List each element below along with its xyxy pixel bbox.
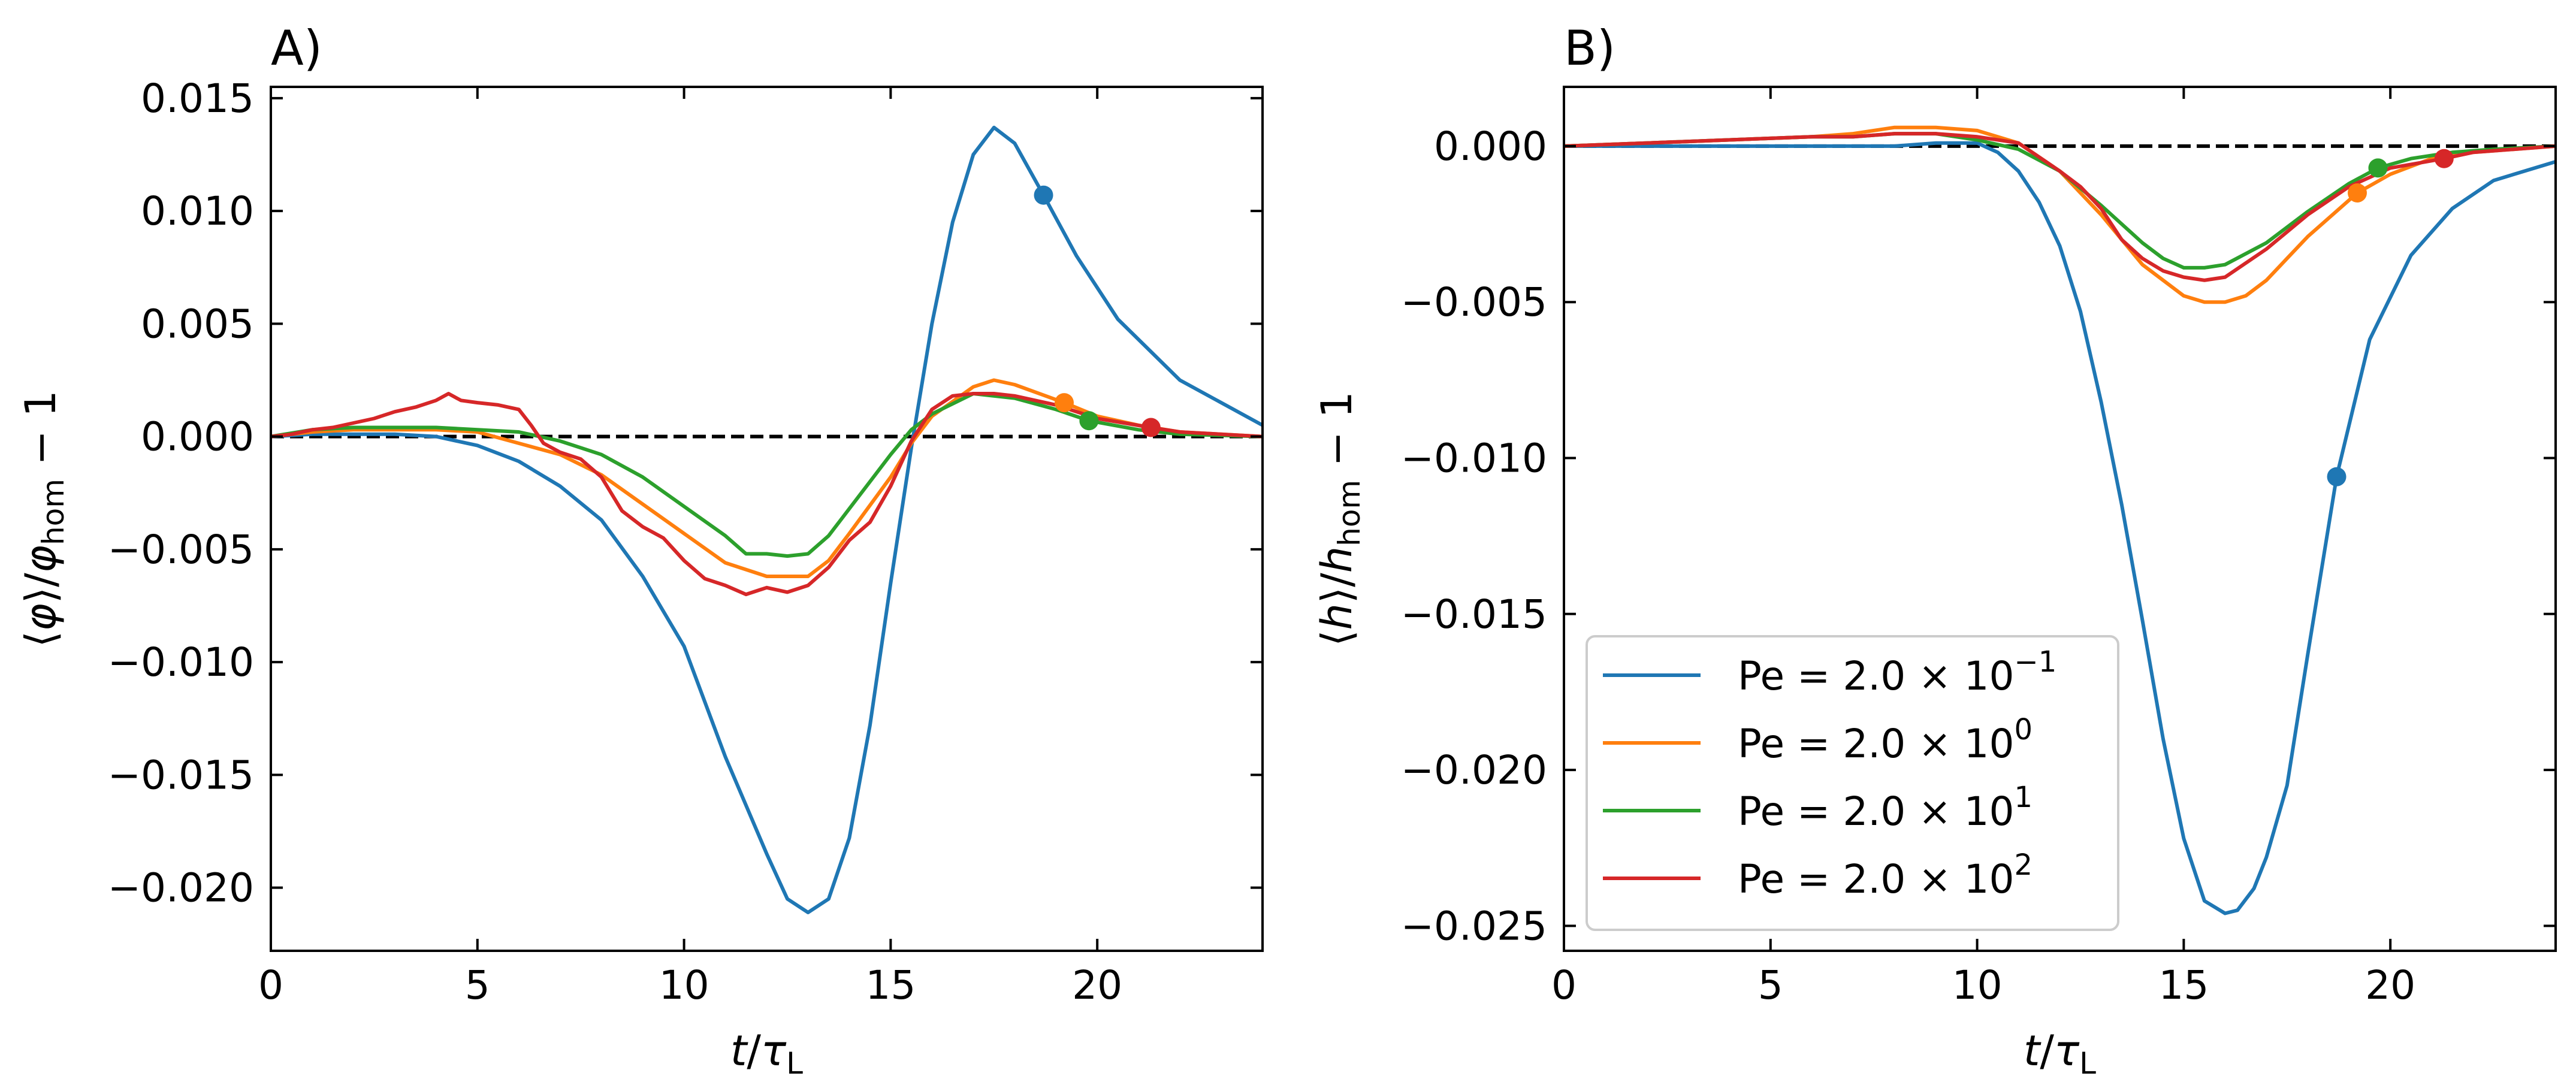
panel-b-end-marker-2 — [2368, 158, 2388, 178]
panel-b-ytick-label-2: −0.010 — [1401, 435, 1547, 481]
panel-b-ytick-label-0: 0.000 — [1434, 123, 1547, 170]
panel-a-ytick-label-4: −0.005 — [108, 527, 254, 573]
panel-a-series-line-1 — [271, 378, 1263, 578]
panel-a-xtick-label-0: 0 — [258, 962, 283, 1008]
panel-b-end-marker-0 — [2327, 467, 2347, 486]
panel-b-xtick-label-3: 15 — [2158, 962, 2209, 1008]
panel-b-series-line-3 — [1564, 132, 2556, 282]
panel-b-ticks: 0 5 10 15 20 0.000 −0.005 −0.010 −0.015 −0.020 −0.… — [1401, 87, 2556, 1008]
panel-a-xtick-label-1: 5 — [465, 962, 490, 1008]
panel-b-ytick-label-1: −0.005 — [1401, 279, 1547, 325]
panel-a-end-marker-0 — [1034, 185, 1053, 205]
legend: Pe = 2.0 × 10−1 Pe = 2.0 × 100 Pe = 2.0 × … — [1586, 635, 2119, 931]
legend-label-0: Pe = 2.0 × 10−1 — [1738, 645, 2056, 699]
panel-b-xtick-label-2: 10 — [1952, 962, 2003, 1008]
panel-a-xlabel: t/τL — [730, 1026, 803, 1081]
panel-b-series-line-0 — [1564, 141, 2556, 915]
panel-b-xlabel: t/τL — [2024, 1026, 2096, 1081]
panel-b-end-marker-3 — [2434, 149, 2454, 168]
panel-b-axes-frame — [1563, 86, 2557, 952]
panel-b-ytick-label-5: −0.025 — [1401, 903, 1547, 949]
panel-b-end-markers — [2327, 149, 2454, 486]
panel-a-ytick-label-6: −0.015 — [108, 752, 254, 798]
panel-a-ytick-label-0: 0.015 — [141, 75, 254, 122]
panel-a-ytick-label-2: 0.005 — [141, 301, 254, 347]
panel-a-ytick-label-3: 0.000 — [141, 414, 254, 460]
legend-label-2: Pe = 2.0 × 101 — [1738, 781, 2033, 835]
panel-a-series-line-0 — [271, 125, 1263, 914]
panel-a-ylabel: ⟨φ⟩/φhom − 1 — [16, 390, 71, 647]
panel-b-ylabel: ⟨h⟩/hhom − 1 — [1312, 391, 1367, 646]
panel-a-ytick-label-5: −0.010 — [108, 639, 254, 685]
panel-a-series-line-3 — [271, 392, 1263, 597]
legend-box — [1586, 635, 2119, 931]
panel-a: 0 5 10 15 20 0.015 0.010 0.005 0.000 −0.005 −0.010… — [16, 20, 1264, 1081]
panel-a-series-group — [271, 125, 1263, 914]
legend-label-3: Pe = 2.0 × 102 — [1738, 848, 2033, 902]
panel-a-end-marker-1 — [1055, 393, 1074, 413]
panel-a-title: A) — [271, 20, 322, 76]
panel-a-xtick-label-3: 15 — [865, 962, 916, 1008]
panel-b-ytick-label-3: −0.015 — [1401, 591, 1547, 637]
panel-b-end-marker-1 — [2348, 183, 2367, 203]
panel-a-series-line-2 — [271, 392, 1263, 558]
panel-a-ytick-label-7: −0.020 — [108, 865, 254, 911]
panel-a-ytick-label-1: 0.010 — [141, 188, 254, 234]
legend-label-1: Pe = 2.0 × 100 — [1738, 713, 2033, 767]
panel-b-ytick-label-4: −0.020 — [1401, 747, 1547, 793]
panel-a-end-marker-2 — [1079, 411, 1099, 431]
panel-a-axes-frame — [270, 86, 1264, 952]
panel-a-xtick-label-4: 20 — [1072, 962, 1122, 1008]
panel-a-end-markers — [1034, 185, 1161, 437]
panel-b: 0 5 10 15 20 0.000 −0.005 −0.010 −0.015 −0.020 −0.… — [1312, 20, 2557, 1081]
panel-a-xtick-label-2: 10 — [659, 962, 709, 1008]
panel-b-xtick-label-0: 0 — [1551, 962, 1577, 1008]
panel-a-ticks: 0 5 10 15 20 0.015 0.010 0.005 0.000 −0.005 −0.010… — [108, 75, 1263, 1008]
panel-b-title: B) — [1564, 20, 1615, 76]
panel-b-xtick-label-4: 20 — [2365, 962, 2415, 1008]
panel-b-series-line-1 — [1564, 125, 2556, 304]
panel-b-xtick-label-1: 5 — [1758, 962, 1783, 1008]
panel-a-end-marker-3 — [1141, 418, 1161, 437]
